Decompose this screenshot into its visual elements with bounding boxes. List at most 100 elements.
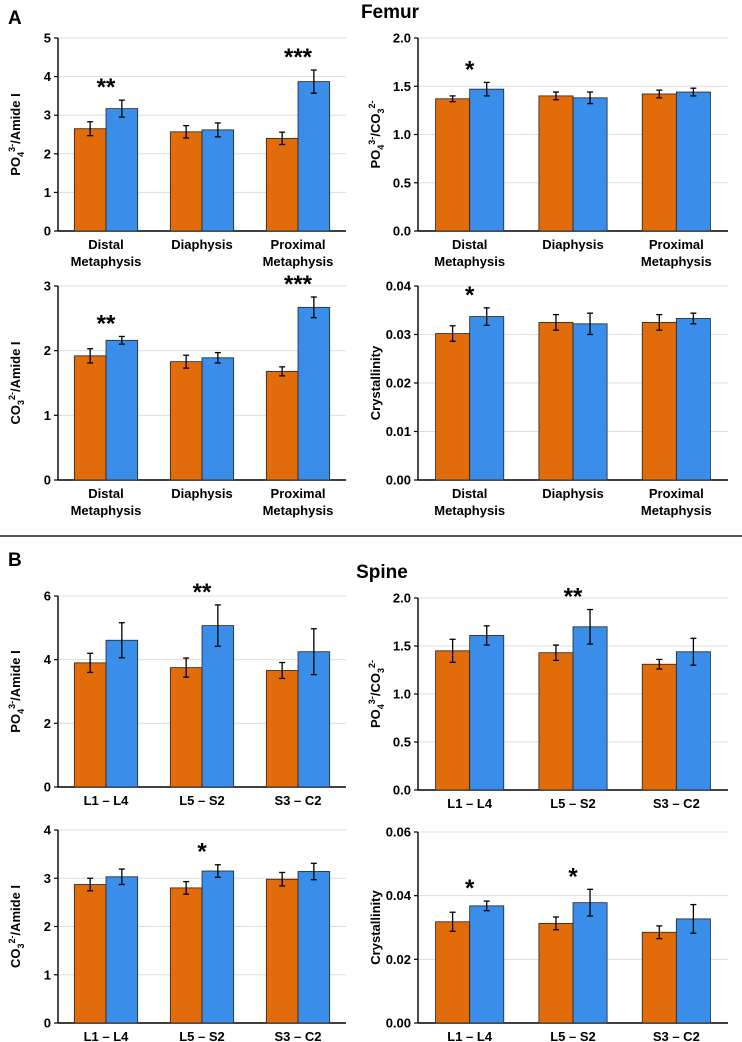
x-category-label: Distal Metaphysis — [71, 237, 142, 269]
significance-marker: ** — [97, 310, 116, 337]
bar-group2 — [675, 651, 711, 791]
bar-group1 — [169, 361, 203, 481]
bar-group2 — [105, 108, 139, 232]
x-category-label: Diaphysis — [542, 486, 603, 501]
bar-group1 — [641, 321, 677, 481]
subplot-5: 0 2 4 6 PO43-/Amide I L1 – L4 ** L5 – S2 S3 – C2 — [7, 579, 346, 808]
y-axis-label: PO43-/Amide I — [7, 93, 26, 175]
bar-group1 — [538, 922, 574, 1024]
significance-marker: * — [568, 863, 578, 890]
y-tick-label: 0.04 — [386, 888, 412, 903]
y-tick-label: 1 — [44, 967, 51, 982]
bar-group1 — [641, 663, 677, 791]
y-tick-label: 4 — [44, 69, 52, 84]
bar-group1 — [169, 131, 203, 232]
y-axis-label: PO43-/CO32- — [367, 101, 386, 169]
bar-group2 — [675, 91, 711, 232]
bar-group2 — [469, 635, 505, 791]
bar-group2 — [469, 316, 505, 481]
bar-group1 — [265, 878, 299, 1024]
x-category-label: S3 – C2 — [275, 793, 322, 808]
x-category-label: Proximal Metaphysis — [641, 486, 712, 518]
bar-group2 — [201, 129, 235, 232]
x-category-label: L5 – S2 — [550, 1029, 596, 1042]
bar-group1 — [435, 650, 471, 791]
x-category-label: S3 – C2 — [653, 796, 700, 811]
y-tick-label: 1.5 — [393, 79, 411, 94]
y-tick-label: 1 — [44, 185, 51, 200]
bar-group1 — [73, 884, 107, 1024]
subplot-4: 0.00 0.01 0.02 0.03 0.04 Crystallinity * Distal… — [368, 279, 728, 518]
subplot-6: 0.0 0.5 1.0 1.5 2.0 PO43-/CO32- L1 – L4 ** L5 – … — [367, 584, 728, 811]
significance-marker: *** — [284, 44, 313, 71]
x-category-label: L5 – S2 — [179, 1029, 225, 1042]
y-tick-label: 0.5 — [393, 175, 411, 190]
y-tick-label: 1.0 — [393, 687, 411, 702]
y-tick-label: 2 — [44, 716, 51, 731]
y-tick-label: 0 — [44, 224, 51, 239]
y-tick-label: 0.02 — [386, 952, 411, 967]
y-tick-label: 1.0 — [393, 127, 411, 142]
bar-group2 — [105, 876, 139, 1024]
significance-marker: *** — [284, 271, 313, 298]
bar-group2 — [297, 81, 331, 232]
bar-group1 — [435, 98, 471, 232]
significance-marker: * — [197, 839, 207, 866]
y-tick-label: 0.5 — [393, 735, 411, 750]
y-tick-label: 0.00 — [386, 1016, 411, 1031]
y-tick-label: 0.00 — [386, 473, 411, 488]
y-tick-label: 0 — [44, 473, 51, 488]
bar-group2 — [297, 871, 331, 1024]
bar-group1 — [435, 333, 471, 481]
bar-group2 — [572, 902, 608, 1024]
subplot-2: 0.0 0.5 1.0 1.5 2.0 PO43-/CO32- * Distal Metaphy… — [367, 31, 728, 269]
significance-marker: * — [465, 282, 475, 309]
bar-group2 — [572, 323, 608, 481]
x-category-label: L1 – L4 — [447, 1029, 493, 1042]
bar-group1 — [641, 931, 677, 1024]
y-tick-label: 2.0 — [393, 31, 411, 46]
significance-marker: * — [465, 875, 475, 902]
subplot-3: 0 1 2 3 CO32-/Amide I ** Distal Metaphysis Diaph… — [7, 271, 346, 518]
y-tick-label: 3 — [44, 871, 51, 886]
significance-marker: * — [465, 56, 475, 83]
x-category-label: L1 – L4 — [84, 1029, 130, 1042]
x-category-label: S3 – C2 — [275, 1029, 322, 1042]
y-tick-label: 4 — [44, 652, 52, 667]
y-tick-label: 0.02 — [386, 376, 411, 391]
x-category-label: L5 – S2 — [179, 793, 225, 808]
bar-group2 — [675, 318, 711, 481]
y-axis-label: CO32-/Amide I — [7, 341, 26, 424]
y-axis-label: Crystallinity — [368, 890, 383, 965]
bar-group1 — [169, 667, 203, 788]
bar-group2 — [105, 639, 139, 788]
bar-group1 — [265, 370, 299, 481]
bar-group2 — [201, 357, 235, 481]
bar-group2 — [572, 626, 608, 791]
y-axis-label: CO32-/Amide I — [7, 885, 26, 968]
y-axis-label: PO43-/Amide I — [7, 650, 26, 732]
y-tick-label: 0.06 — [386, 825, 411, 840]
x-category-label: L5 – S2 — [550, 796, 596, 811]
x-category-label: Proximal Metaphysis — [263, 237, 334, 269]
bar-group1 — [265, 670, 299, 788]
y-tick-label: 0.01 — [386, 424, 411, 439]
y-tick-label: 0 — [44, 1016, 51, 1031]
x-category-label: Diaphysis — [171, 237, 232, 252]
bar-group1 — [73, 355, 107, 481]
x-category-label: Proximal Metaphysis — [263, 486, 334, 518]
y-tick-label: 3 — [44, 279, 51, 294]
y-tick-label: 0.0 — [393, 224, 411, 239]
bar-group1 — [73, 662, 107, 788]
x-category-label: L1 – L4 — [447, 796, 493, 811]
bar-group1 — [538, 652, 574, 791]
panel-a-title: Femur — [361, 2, 420, 23]
y-tick-label: 0.0 — [393, 783, 411, 798]
y-tick-label: 3 — [44, 108, 51, 123]
bar-group2 — [469, 905, 505, 1024]
x-category-label: Distal Metaphysis — [434, 486, 505, 518]
bar-group2 — [469, 88, 505, 232]
panel-b-title: Spine — [356, 562, 408, 583]
y-tick-label: 1.5 — [393, 639, 411, 654]
